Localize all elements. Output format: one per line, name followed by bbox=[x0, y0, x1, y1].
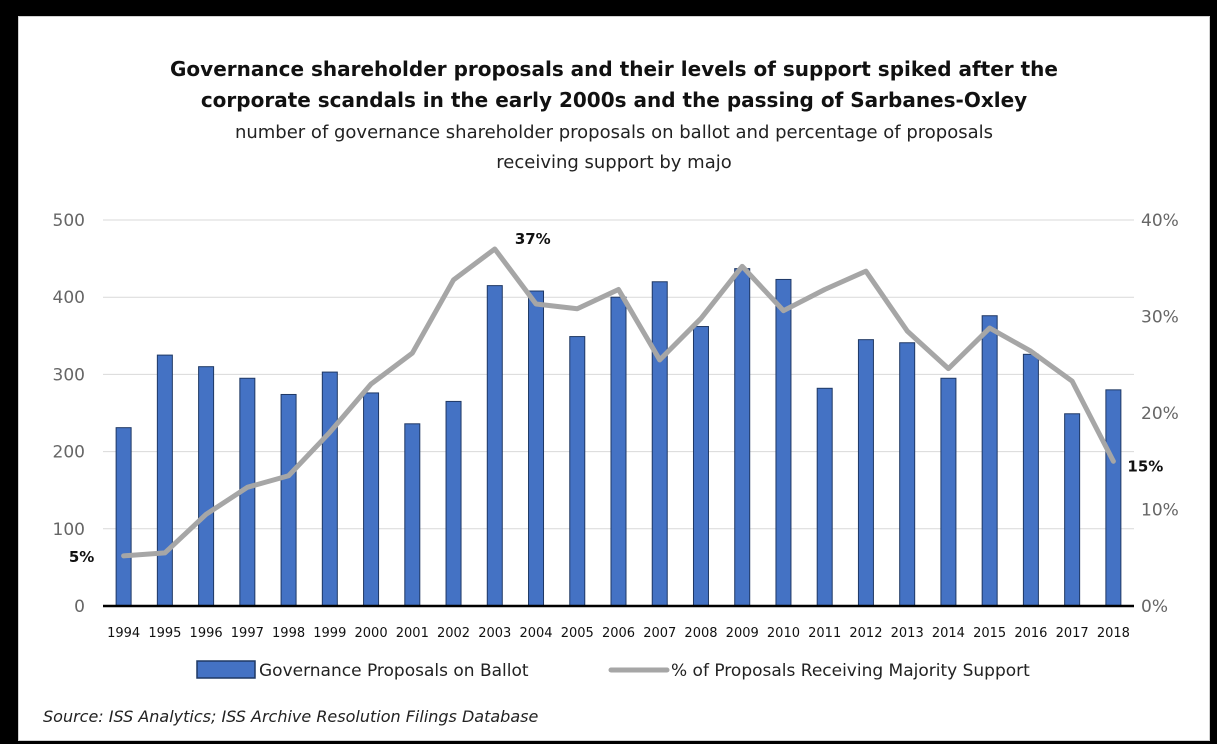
bar bbox=[115, 427, 132, 607]
y-left-tick-label: 300 bbox=[53, 365, 85, 385]
bar bbox=[569, 336, 586, 607]
x-tick-label: 2010 bbox=[767, 626, 800, 641]
x-tick-label: 2017 bbox=[1056, 626, 1089, 641]
x-tick-label: 1999 bbox=[313, 626, 346, 641]
x-tick-label: 2016 bbox=[1014, 626, 1047, 641]
bar bbox=[404, 423, 421, 607]
y-left-tick-label: 400 bbox=[53, 288, 85, 308]
bar bbox=[610, 296, 627, 607]
x-tick-label: 2006 bbox=[602, 626, 635, 641]
y-left-tick-label: 200 bbox=[53, 443, 85, 463]
bar bbox=[528, 290, 545, 607]
chart-frame: Governance shareholder proposals and the… bbox=[18, 16, 1210, 741]
y-right-tick-label: 0% bbox=[1141, 597, 1168, 617]
legend-label-line: % of Proposals Receiving Majority Suppor… bbox=[671, 661, 1030, 681]
legend-label-bars: Governance Proposals on Ballot bbox=[259, 661, 529, 681]
bar bbox=[940, 377, 957, 607]
bar bbox=[1022, 353, 1039, 607]
x-tick-label: 1997 bbox=[231, 626, 264, 641]
legend-swatch-bars bbox=[196, 660, 256, 679]
chart-subtitle-line-2: receiving support by majo bbox=[496, 152, 732, 173]
x-tick-label: 2003 bbox=[478, 626, 511, 641]
y-right-tick-label: 20% bbox=[1141, 404, 1179, 424]
x-tick-label: 2011 bbox=[808, 626, 841, 641]
x-tick-label: 2002 bbox=[437, 626, 470, 641]
bar bbox=[1064, 413, 1081, 607]
bar bbox=[321, 371, 338, 607]
x-tick-label: 2000 bbox=[355, 626, 388, 641]
chart-title-line-2: corporate scandals in the early 2000s an… bbox=[200, 88, 1028, 112]
data-label: 37% bbox=[515, 230, 551, 248]
y-right-tick-label: 10% bbox=[1141, 501, 1179, 521]
data-label: 5% bbox=[69, 548, 94, 566]
x-tick-label: 2004 bbox=[519, 626, 552, 641]
bar bbox=[363, 392, 380, 607]
bar bbox=[692, 326, 709, 607]
x-tick-label: 2005 bbox=[561, 626, 594, 641]
bar bbox=[775, 278, 792, 607]
x-tick-label: 2008 bbox=[684, 626, 717, 641]
bar bbox=[734, 268, 751, 607]
bar bbox=[486, 285, 503, 607]
chart-subtitle-line-1: number of governance shareholder proposa… bbox=[234, 122, 994, 143]
x-tick-label: 2009 bbox=[726, 626, 759, 641]
bar bbox=[651, 281, 668, 607]
x-tick-label: 2015 bbox=[973, 626, 1006, 641]
x-tick-label: 1995 bbox=[148, 626, 181, 641]
y-right-tick-label: 30% bbox=[1141, 308, 1179, 328]
bar bbox=[156, 354, 173, 607]
x-tick-label: 2012 bbox=[849, 626, 882, 641]
bar bbox=[445, 400, 462, 607]
chart-plot: 0 100 200 300 400 500 0% 10% 20% 30% 40% 1994 1995 19… bbox=[53, 211, 1179, 681]
bar bbox=[981, 315, 998, 607]
x-tick-label: 1996 bbox=[190, 626, 223, 641]
bar bbox=[1105, 389, 1122, 607]
chart-title-line-1: Governance shareholder proposals and the… bbox=[170, 57, 1058, 81]
bar bbox=[198, 366, 215, 607]
data-label: 15% bbox=[1127, 457, 1163, 475]
x-tick-label: 1998 bbox=[272, 626, 305, 641]
bar bbox=[816, 387, 833, 607]
x-tick-label: 2014 bbox=[932, 626, 965, 641]
y-right-tick-label: 40% bbox=[1141, 211, 1179, 231]
bar bbox=[899, 342, 916, 607]
bar bbox=[280, 393, 297, 607]
y-left-tick-label: 500 bbox=[53, 211, 85, 231]
source-note: Source: ISS Analytics; ISS Archive Resol… bbox=[43, 707, 539, 726]
x-tick-label: 2018 bbox=[1097, 626, 1130, 641]
x-tick-label: 2007 bbox=[643, 626, 676, 641]
x-tick-label: 2013 bbox=[891, 626, 924, 641]
bar bbox=[857, 339, 874, 607]
x-tick-label: 2001 bbox=[396, 626, 429, 641]
x-tick-label: 1994 bbox=[107, 626, 140, 641]
y-left-tick-label: 100 bbox=[53, 520, 85, 540]
y-left-tick-label: 0 bbox=[74, 597, 85, 617]
